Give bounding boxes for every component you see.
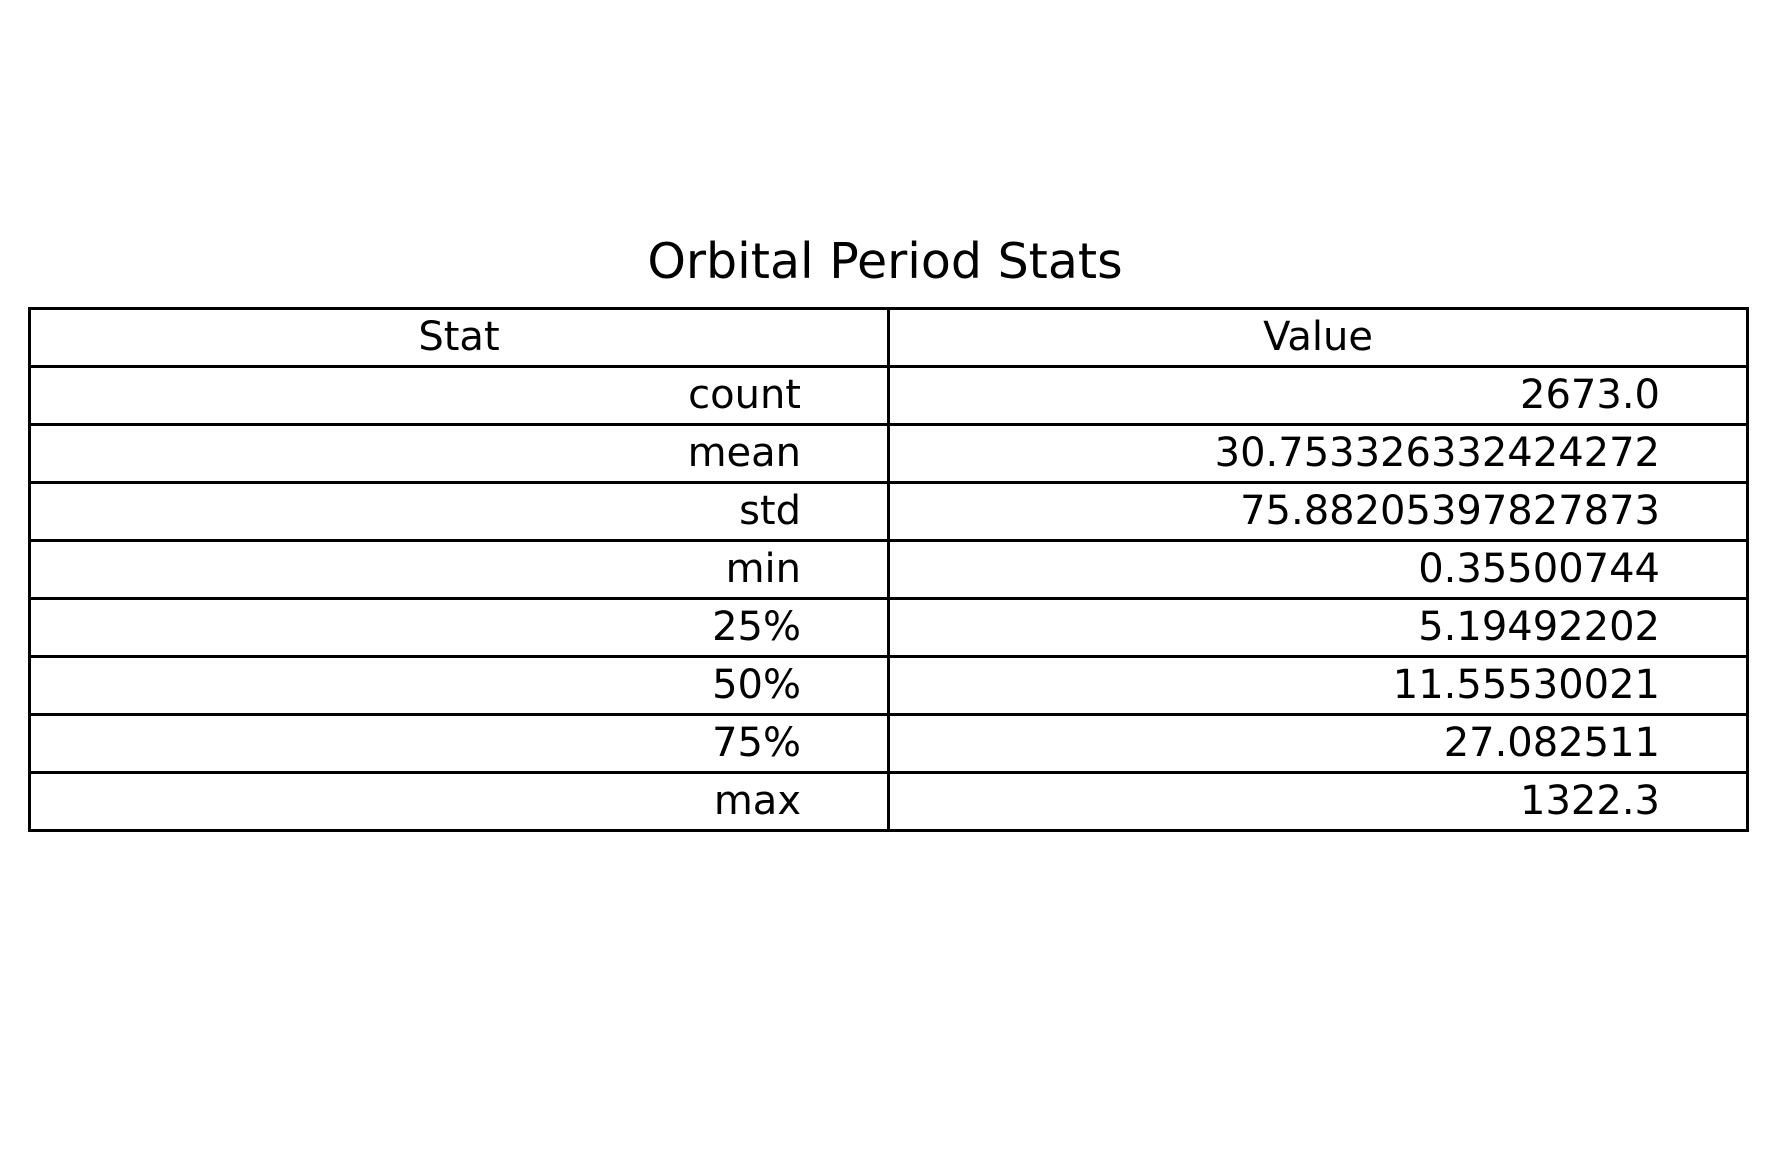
table-row: 25% 5.19492202 xyxy=(28,597,1749,658)
stat-cell: 50% xyxy=(28,655,890,716)
value-cell: 1322.3 xyxy=(887,771,1749,832)
stat-cell: min xyxy=(28,539,890,600)
value-cell: 11.55530021 xyxy=(887,655,1749,716)
stat-cell: 25% xyxy=(28,597,890,658)
table-row: 75% 27.082511 xyxy=(28,713,1749,774)
table-row: max 1322.3 xyxy=(28,771,1749,832)
value-cell: 27.082511 xyxy=(887,713,1749,774)
table-title: Orbital Period Stats xyxy=(647,233,1123,290)
value-cell: 75.88205397827873 xyxy=(887,481,1749,542)
value-cell: 5.19492202 xyxy=(887,597,1749,658)
stat-cell: mean xyxy=(28,423,890,484)
stat-cell: std xyxy=(28,481,890,542)
table-row: mean 30.753326332424272 xyxy=(28,423,1749,484)
column-header-value: Value xyxy=(887,307,1749,368)
stats-table: Stat Value count 2673.0 mean 30.75332633… xyxy=(28,307,1749,832)
stat-cell: max xyxy=(28,771,890,832)
table-row: 50% 11.55530021 xyxy=(28,655,1749,716)
table-row: count 2673.0 xyxy=(28,365,1749,426)
value-cell: 2673.0 xyxy=(887,365,1749,426)
table-row: min 0.35500744 xyxy=(28,539,1749,600)
stat-cell: 75% xyxy=(28,713,890,774)
table-row: std 75.88205397827873 xyxy=(28,481,1749,542)
stat-cell: count xyxy=(28,365,890,426)
header-row: Stat Value xyxy=(28,307,1749,368)
value-cell: 0.35500744 xyxy=(887,539,1749,600)
value-cell: 30.753326332424272 xyxy=(887,423,1749,484)
column-header-stat: Stat xyxy=(28,307,890,368)
